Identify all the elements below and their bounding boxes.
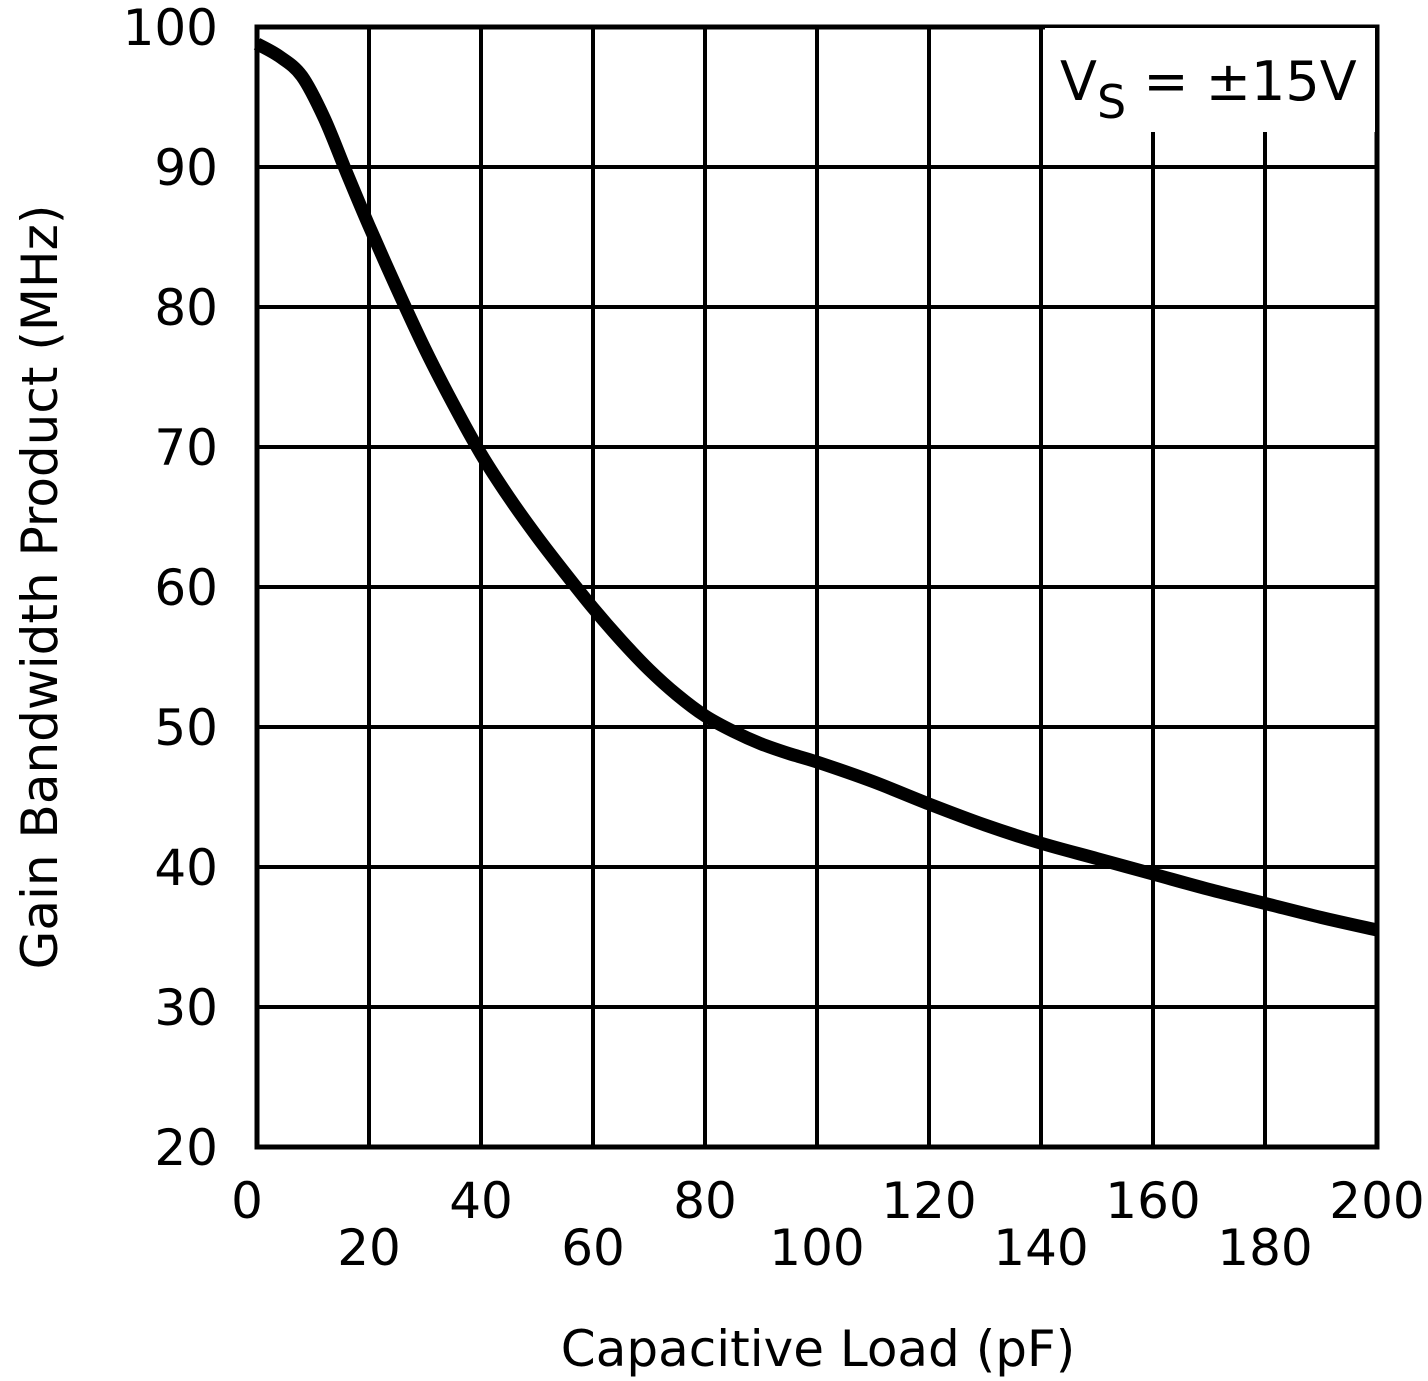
- y-tick-label: 90: [154, 139, 218, 197]
- y-tick-label: 80: [154, 279, 218, 337]
- x-tick-label: 0: [231, 1172, 263, 1230]
- x-tick-label: 20: [337, 1219, 401, 1277]
- plot-frame: [254, 24, 1380, 1150]
- x-tick-label: 140: [993, 1219, 1088, 1277]
- y-axis-title: Gain Bandwidth Product (MHz): [11, 205, 69, 970]
- y-tick-label: 40: [154, 839, 218, 897]
- x-tick-label: 180: [1217, 1219, 1312, 1277]
- annotation-background: [1045, 28, 1375, 132]
- y-axis-tick-labels: 20 30 40 50 60 70 80 90 100: [123, 0, 218, 1177]
- x-tick-label: 100: [769, 1219, 864, 1277]
- x-tick-label: 40: [449, 1172, 513, 1230]
- y-tick-label: 70: [154, 419, 218, 477]
- supply-voltage-annotation: VS = ±15V: [1060, 50, 1357, 129]
- x-axis-tick-labels: 0 20 40 60 80 100 120 140 160 180 200: [231, 1172, 1425, 1277]
- x-tick-label: 200: [1329, 1172, 1424, 1230]
- y-tick-label: 30: [154, 979, 218, 1037]
- y-tick-label: 60: [154, 559, 218, 617]
- x-tick-label: 120: [881, 1172, 976, 1230]
- y-tick-label: 50: [154, 699, 218, 757]
- x-tick-label: 160: [1105, 1172, 1200, 1230]
- x-tick-label: 60: [561, 1219, 625, 1277]
- x-axis-title: Capacitive Load (pF): [561, 1320, 1075, 1378]
- x-tick-label: 80: [673, 1172, 737, 1230]
- grid-lines: [257, 27, 1377, 1147]
- y-tick-label: 100: [123, 0, 218, 57]
- data-series-line: [253, 38, 1379, 937]
- y-tick-label: 20: [154, 1119, 218, 1177]
